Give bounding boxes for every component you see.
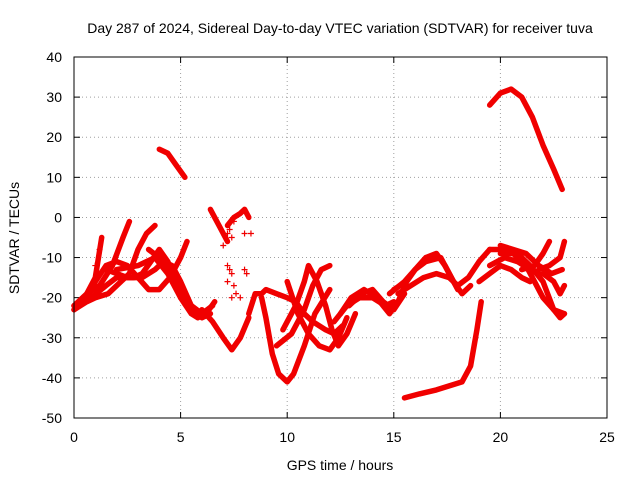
y-tick-label: -30 (42, 330, 62, 346)
plus-marker (247, 230, 254, 237)
series-track-02 (71, 218, 133, 309)
y-axis-label: SDTVAR / TECUs (6, 182, 22, 294)
y-tick-label: 20 (46, 129, 62, 145)
plus-marker (241, 266, 248, 273)
plus-marker (228, 270, 235, 277)
plus-marker (228, 294, 235, 301)
series-track-20 (346, 286, 408, 313)
data-markers (92, 218, 254, 301)
x-axis-label: GPS time / hours (287, 457, 394, 473)
x-tick-label: 5 (177, 429, 185, 445)
series-track-07 (113, 254, 214, 321)
plus-marker (226, 266, 233, 273)
series-track-25 (476, 262, 533, 285)
plus-marker (226, 226, 233, 233)
series-track-22 (391, 254, 461, 293)
plus-marker (224, 262, 231, 269)
series-track-16 (280, 262, 359, 349)
plus-marker (233, 290, 240, 297)
plus-marker (92, 262, 99, 269)
plus-marker (96, 246, 103, 253)
y-tick-label: 10 (46, 169, 62, 185)
data-tracks (71, 86, 568, 401)
plus-marker (237, 294, 244, 301)
y-tick-label: 40 (46, 49, 62, 65)
x-tick-label: 25 (599, 429, 615, 445)
plus-marker (224, 278, 231, 285)
y-tick-label: -10 (42, 250, 62, 266)
y-axis-ticks: -50 -40 -30 -20 -10 0 10 20 30 40 (42, 49, 607, 426)
plus-marker (228, 234, 235, 241)
series-track-17 (284, 278, 350, 353)
series-track-14 (258, 286, 333, 385)
chart-title: Day 287 of 2024, Sidereal Day-to-day VTE… (87, 20, 593, 36)
x-axis-ticks: 0 5 10 15 20 25 (70, 57, 615, 445)
y-tick-label: -20 (42, 290, 62, 306)
series-track-09 (156, 146, 188, 181)
series-track-04 (71, 246, 218, 321)
plot-frame (73, 56, 608, 419)
series-track-12 (224, 206, 252, 229)
series-track-10 (207, 206, 231, 245)
series-track-11 (199, 306, 252, 353)
x-tick-label: 15 (386, 429, 402, 445)
x-tick-label: 20 (493, 429, 509, 445)
y-tick-label: 0 (54, 209, 62, 225)
y-tick-label: -50 (42, 410, 62, 426)
plus-marker (241, 230, 248, 237)
series-track-23 (395, 246, 493, 297)
plus-marker (230, 282, 237, 289)
series-track-15 (273, 262, 333, 349)
plus-marker (230, 218, 237, 225)
series-track-33 (486, 86, 565, 193)
series-track-32 (540, 270, 568, 297)
series-track-29 (497, 242, 565, 277)
series-track-28 (497, 250, 568, 317)
series-track-24 (401, 298, 484, 401)
plus-marker (220, 242, 227, 249)
plus-marker (243, 270, 250, 277)
y-tick-label: 30 (46, 89, 62, 105)
y-tick-label: -40 (42, 370, 62, 386)
x-tick-label: 10 (279, 429, 295, 445)
plus-marker (224, 230, 231, 237)
series-track-30 (518, 238, 553, 273)
x-tick-label: 0 (70, 429, 78, 445)
series-track-31 (536, 238, 568, 273)
